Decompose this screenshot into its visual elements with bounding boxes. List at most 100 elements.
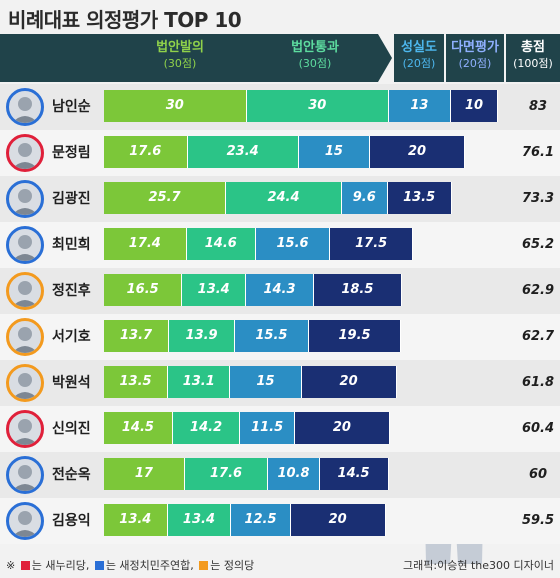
bar-segment: 13 — [389, 90, 451, 122]
header-col-3-label: 성실도 — [401, 40, 437, 55]
chart-row: 남인순 30 30 13 10 83 — [0, 84, 560, 130]
bar-segment: 13.9 — [169, 320, 236, 352]
header-col-1-label: 법안발의 — [156, 40, 204, 55]
footer-credit: 그래픽:이승현 the300 디자이너 — [403, 559, 554, 572]
bar-segment: 13.1 — [168, 366, 231, 398]
avatar — [6, 180, 44, 218]
bar-segment: 14.3 — [246, 274, 314, 306]
total-score: 73.3 — [521, 191, 555, 206]
footer-legend: ※ 는 새누리당, 는 새정치민주연합, 는 정의당 — [6, 557, 254, 573]
bar-segment: 10.8 — [268, 458, 320, 490]
bar-segment: 13.5 — [104, 366, 169, 398]
avatar — [6, 272, 44, 310]
bar-segment: 12.5 — [231, 504, 291, 536]
bar-segment: 9.6 — [341, 182, 388, 214]
chart-row: 김용익 13.4 13.4 12.5 20 59.5 — [0, 498, 560, 544]
footer-legend-npad: 는 새정치민주연합, — [105, 559, 194, 572]
justice-legend-square — [199, 561, 209, 570]
bar-segment: 13.4 — [182, 274, 247, 306]
bar-segment: 20 — [290, 504, 386, 536]
total-score: 61.8 — [521, 375, 555, 390]
total-score: 62.7 — [521, 329, 555, 344]
bar-segment: 16.5 — [104, 274, 183, 306]
saenuri-legend-square — [20, 561, 30, 570]
bar-segment: 20 — [370, 136, 465, 168]
chart-row: 정진후 16.5 13.4 14.3 18.5 62.9 — [0, 268, 560, 314]
avatar — [6, 364, 44, 402]
legislator-name: 문정림 — [52, 145, 91, 161]
header-band — [0, 34, 560, 82]
chart-row: 전순옥 17 17.6 10.8 14.5 60 — [0, 452, 560, 498]
bar-segment: 13.7 — [104, 320, 170, 352]
footer-legend-justice: 는 정의당 — [210, 559, 255, 572]
bar-segment: 30 — [104, 90, 247, 122]
bar-segment: 13.5 — [387, 182, 452, 214]
header-col-2: 법안통과 (30점) — [260, 40, 370, 72]
header-col-1: 법안발의 (30점) — [120, 40, 240, 72]
chart-row: 신의진 14.5 14.2 11.5 20 60.4 — [0, 406, 560, 452]
column-header: 법안발의 (30점) 법안통과 (30점) 성실도 (20점) 다면평가 (20… — [0, 34, 560, 82]
footer: ※ 는 새누리당, 는 새정치민주연합, 는 정의당 그래픽:이승현 the30… — [0, 552, 560, 578]
avatar — [6, 318, 44, 356]
legislator-name: 최민희 — [52, 237, 91, 253]
bar-segment: 14.5 — [319, 458, 389, 490]
header-col-4-label: 다면평가 — [451, 40, 499, 55]
bar-segment: 30 — [246, 90, 389, 122]
bar-segment: 23.4 — [187, 136, 299, 168]
chart-row: 문정림 17.6 23.4 15 20 76.1 — [0, 130, 560, 176]
bar-segment: 10 — [450, 90, 499, 122]
bar-segment: 15 — [298, 136, 370, 168]
total-score: 60.4 — [521, 421, 555, 436]
bar-segment: 17 — [104, 458, 185, 490]
bar-segment: 15.6 — [256, 228, 331, 260]
bar-segment: 14.2 — [172, 412, 241, 444]
bar-segment: 17.4 — [104, 228, 187, 260]
bar-segment: 20 — [301, 366, 397, 398]
total-score: 59.5 — [521, 513, 555, 528]
bar-segment: 17.6 — [184, 458, 269, 490]
footer-note-mark: ※ — [6, 559, 16, 572]
chart-row: 최민희 17.4 14.6 15.6 17.5 65.2 — [0, 222, 560, 268]
avatar — [6, 410, 44, 448]
bar-segment: 14.5 — [104, 412, 173, 444]
bar-segment: 17.6 — [104, 136, 188, 168]
bar-segment: 11.5 — [240, 412, 295, 444]
bar-segment: 20 — [294, 412, 390, 444]
avatar — [6, 134, 44, 172]
bar-segment: 18.5 — [313, 274, 402, 306]
legislator-name: 신의진 — [52, 421, 91, 437]
header-total: 총점 (100점) — [506, 40, 560, 72]
bar-segment: 13.4 — [104, 504, 168, 536]
total-score: 62.9 — [521, 283, 555, 298]
bar-segment: 25.7 — [104, 182, 227, 214]
legislator-name: 전순옥 — [52, 467, 91, 483]
bar-segment: 19.5 — [308, 320, 402, 352]
bar-segment: 13.4 — [167, 504, 232, 536]
header-total-sub: (100점) — [513, 57, 553, 70]
bar-segment: 17.5 — [330, 228, 414, 260]
legislator-name: 정진후 — [52, 283, 91, 299]
chart-row: 박원석 13.5 13.1 15 20 61.8 — [0, 360, 560, 406]
bar-segment: 15.5 — [235, 320, 309, 352]
footer-legend-saenuri: 는 새누리당, — [31, 559, 90, 572]
header-col-3: 성실도 (20점) — [394, 40, 444, 72]
avatar — [6, 88, 44, 126]
header-col-4: 다면평가 (20점) — [446, 40, 504, 72]
bar-segment: 24.4 — [226, 182, 342, 214]
header-total-label: 총점 — [521, 40, 545, 55]
header-col-2-label: 법안통과 — [291, 40, 339, 55]
avatar — [6, 456, 44, 494]
legislator-name: 김광진 — [52, 191, 91, 207]
total-score: 76.1 — [521, 145, 555, 160]
legislator-name: 김용익 — [52, 513, 91, 529]
avatar — [6, 502, 44, 540]
chart-row: 김광진 25.7 24.4 9.6 13.5 73.3 — [0, 176, 560, 222]
avatar — [6, 226, 44, 264]
bar-segment: 14.6 — [186, 228, 256, 260]
header-col-2-sub: (30점) — [298, 57, 332, 70]
chart-title: 비례대표 의정평가 TOP 10 — [8, 8, 242, 32]
header-col-4-sub: (20점) — [458, 57, 492, 70]
bar-segment: 15 — [230, 366, 302, 398]
legislator-name: 서기호 — [52, 329, 91, 345]
npad-legend-square — [94, 561, 104, 570]
